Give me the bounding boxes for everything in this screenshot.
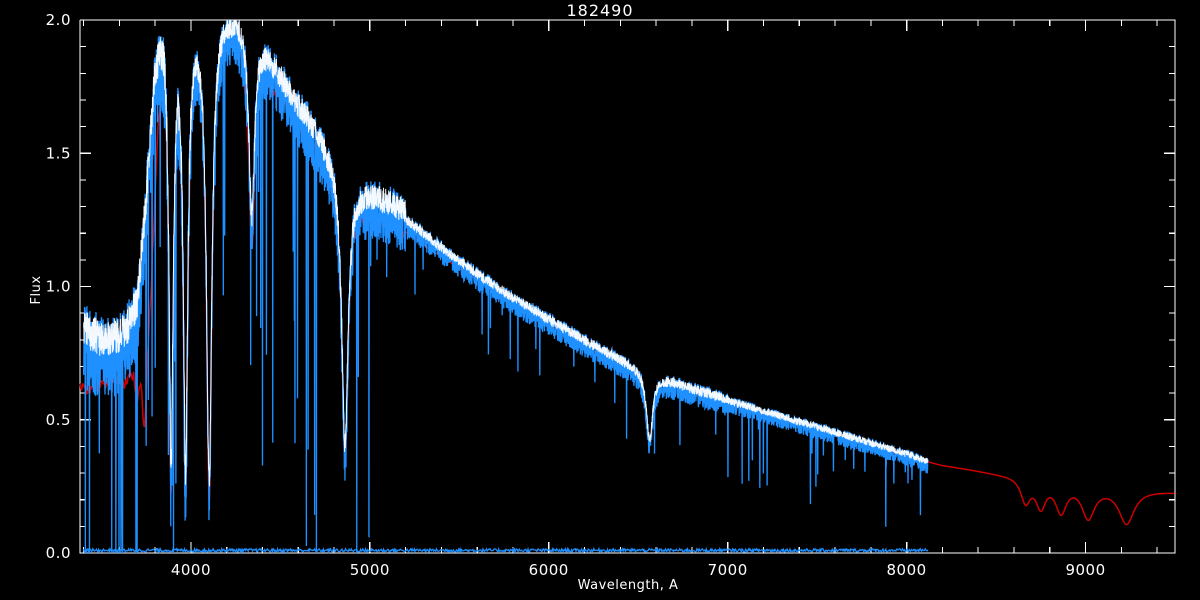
x-tick-label: 8000 xyxy=(887,561,927,579)
axes-group: 4000 5000 6000 7000 8000 9000 0.0 0.5 1.0 1.5 2.0 xyxy=(46,11,1176,579)
observed-zero-baseline xyxy=(82,546,929,555)
y-tick-label: 0.0 xyxy=(46,544,71,562)
x-axis-label: Wavelength, A xyxy=(578,578,679,593)
page-title: 182490 xyxy=(566,1,633,20)
y-tick-label: 0.5 xyxy=(46,411,71,429)
y-tick-label: 1.0 xyxy=(46,278,71,296)
labels-group: 182490 Wavelength, A Flux xyxy=(29,1,678,593)
y-axis-label: Flux xyxy=(29,275,44,304)
x-tick-label: 7000 xyxy=(708,561,748,579)
data-series-group xyxy=(79,19,1175,555)
y-tick-label: 2.0 xyxy=(46,11,71,29)
x-tick-label: 6000 xyxy=(529,561,569,579)
x-tick-label: 5000 xyxy=(350,561,390,579)
y-tick-label: 1.5 xyxy=(46,144,71,162)
observed-spectrum-highlight xyxy=(83,19,929,487)
x-tick-label: 9000 xyxy=(1065,561,1105,579)
x-tick-label: 4000 xyxy=(171,561,211,579)
